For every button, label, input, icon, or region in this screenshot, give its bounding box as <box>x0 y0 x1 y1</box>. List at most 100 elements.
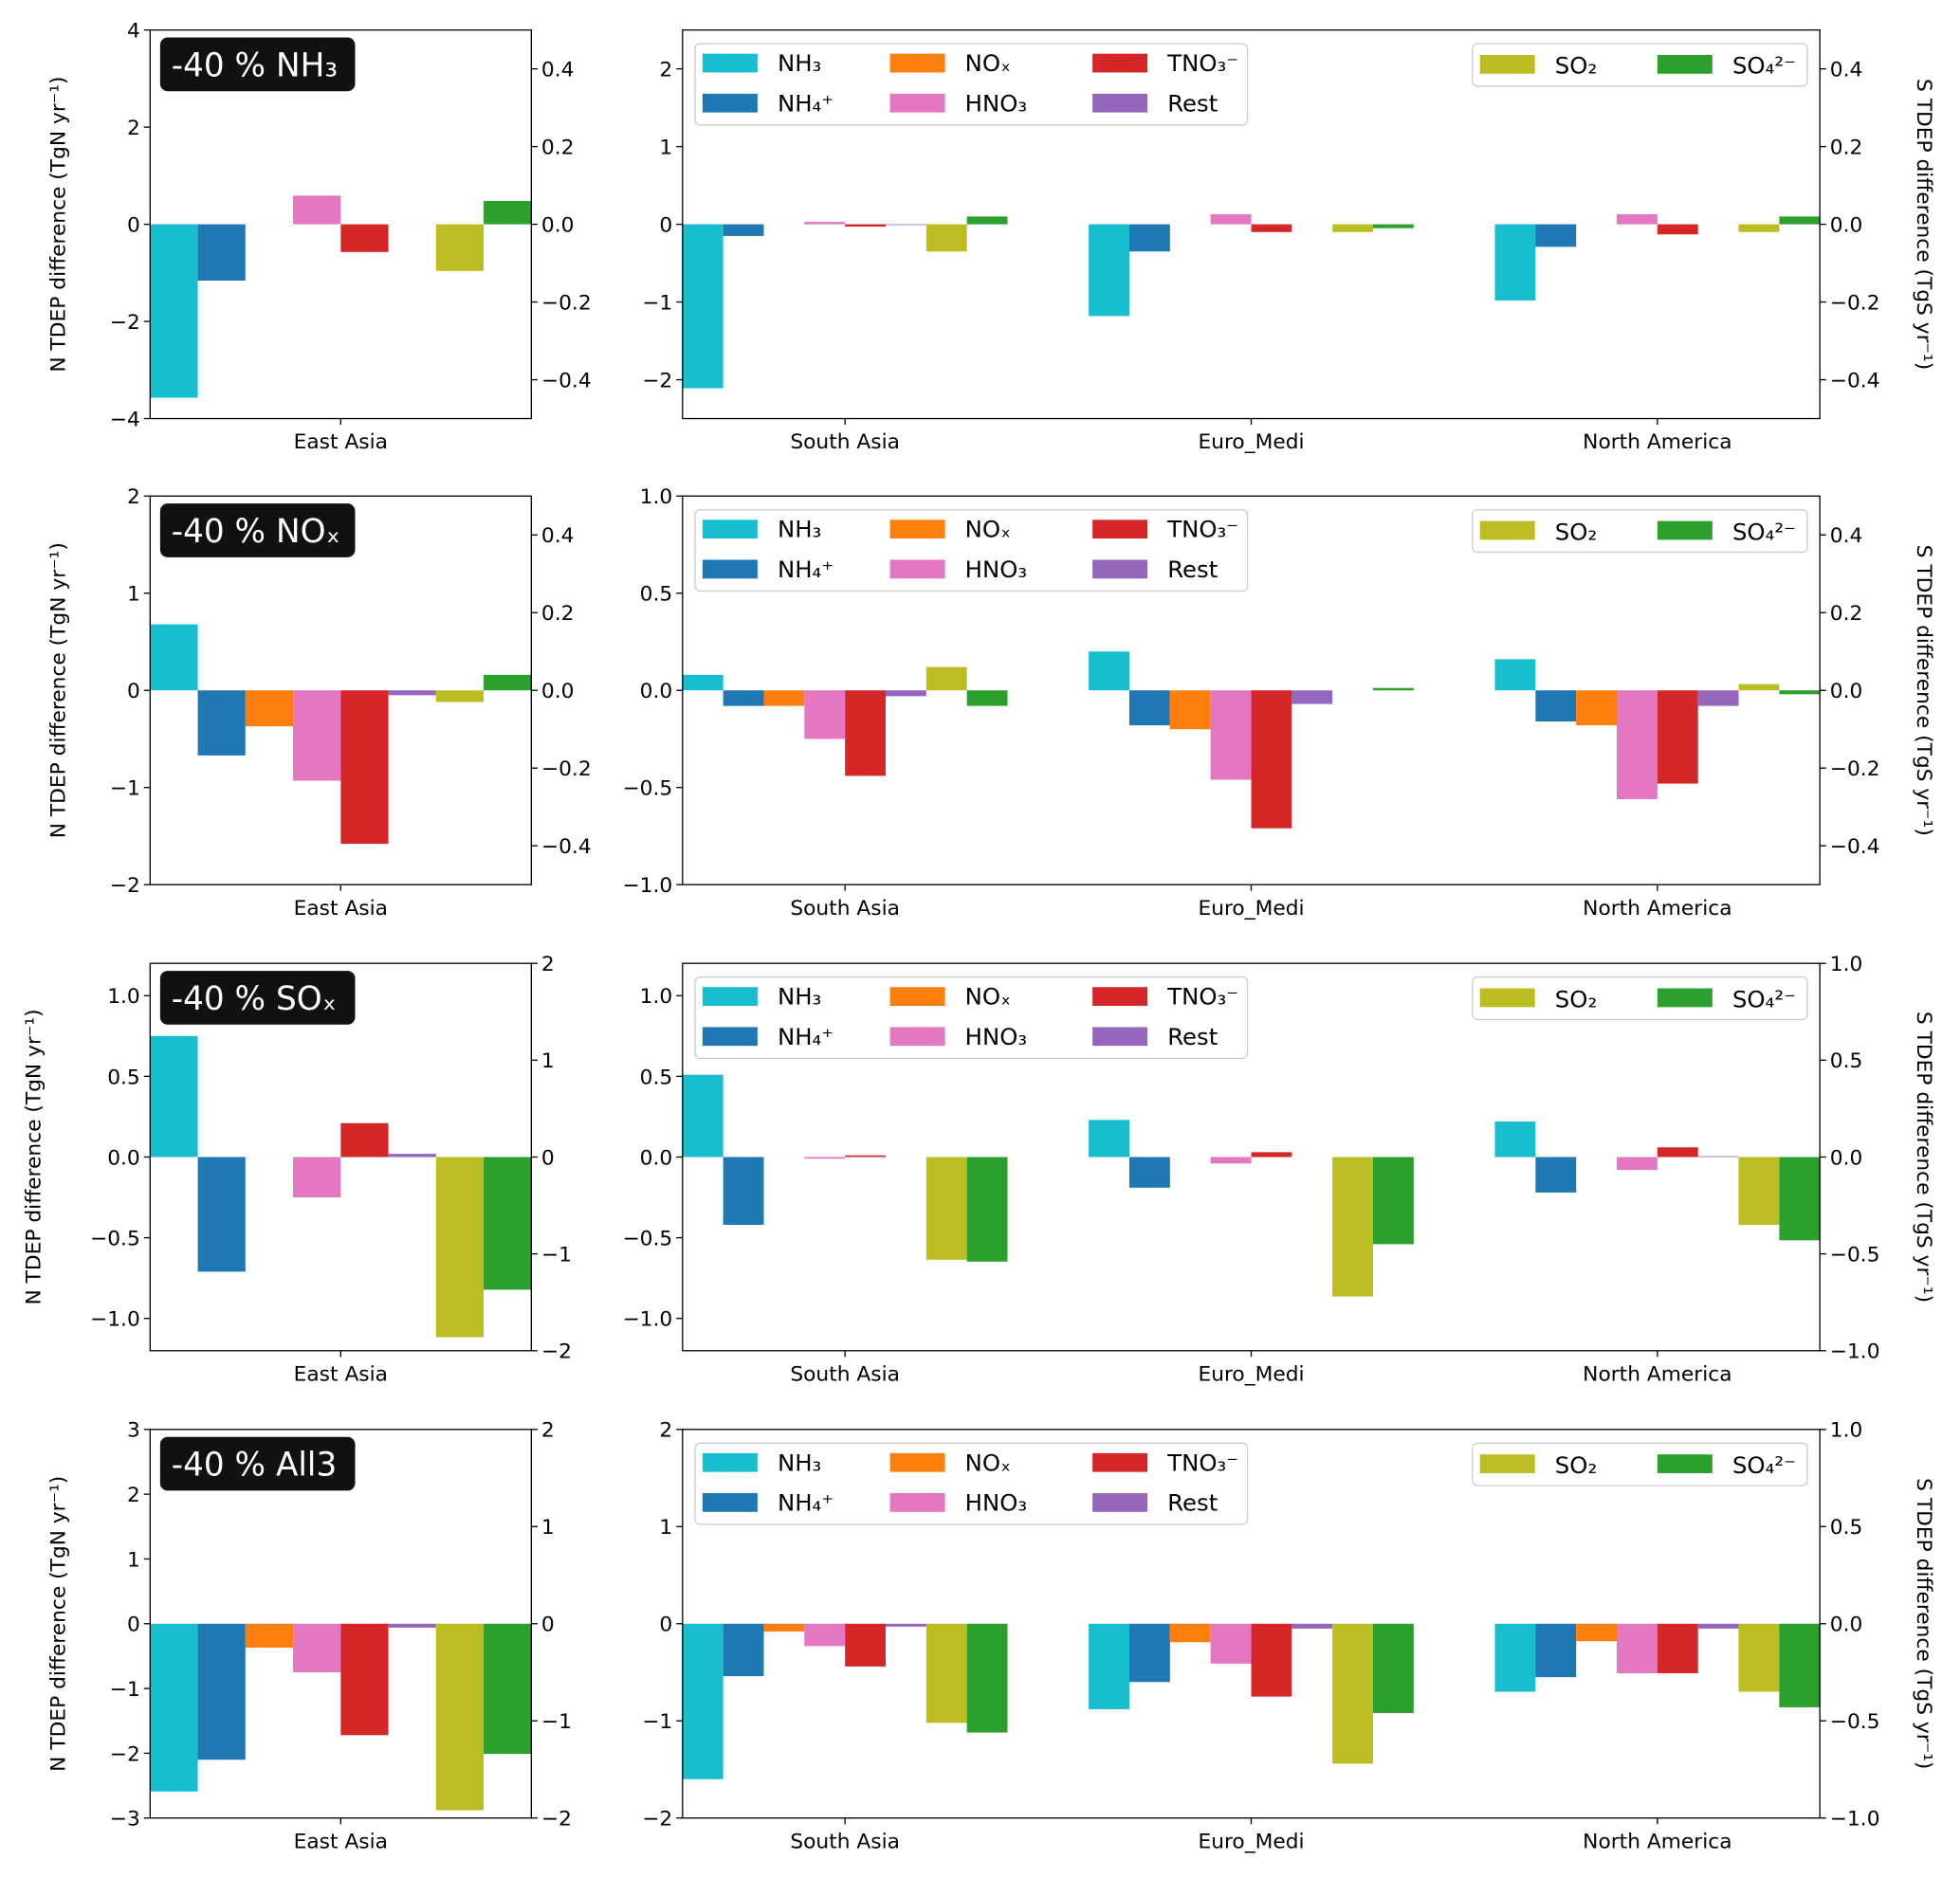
panel-right-row1: South Asia Euro_Medi North America −2 −1 0 1 2 −… <box>642 28 1880 454</box>
bar-east-asia-s3 <box>293 1157 341 1198</box>
y-tick-label-right: −1 <box>541 1244 572 1267</box>
y-tick-label-right: −0.4 <box>1830 835 1880 859</box>
bar-south-asia-s6 <box>925 224 967 252</box>
legend-label: TNO₃⁻ <box>1166 1449 1238 1476</box>
legend-swatch <box>1479 54 1535 74</box>
legend-label: SO₄²⁻ <box>1732 985 1796 1012</box>
bar-east-asia-s4 <box>340 690 389 845</box>
bar-north-america-s5 <box>1697 1156 1739 1158</box>
bar-south-asia-s3 <box>804 1623 846 1647</box>
legend-label: HNO₃ <box>965 89 1028 117</box>
y-tick-label-left: −2 <box>110 874 140 898</box>
y-tick-label-left: 0.5 <box>107 1066 140 1089</box>
legend-label: Rest <box>1167 89 1218 117</box>
bar-south-asia-s4 <box>845 690 886 776</box>
legend-swatch <box>889 987 945 1007</box>
x-tick-label: North America <box>1583 1830 1731 1853</box>
legend-swatch <box>1657 988 1713 1008</box>
bar-north-america-s1 <box>1535 1623 1577 1678</box>
bar-euro-medi-s0 <box>1089 651 1130 691</box>
bar-east-asia-s5 <box>388 690 436 696</box>
bar-south-asia-s3 <box>804 1157 846 1159</box>
bar-euro-medi-s6 <box>1332 1157 1374 1297</box>
x-tick-label: North America <box>1583 897 1731 921</box>
y-axis-label-left: N TDEP difference (TgN yr⁻¹) <box>47 542 71 838</box>
legend-label: Rest <box>1167 1023 1218 1050</box>
y-tick-label-left: 0.0 <box>107 1146 140 1170</box>
y-tick-label-left: −2 <box>642 1808 672 1832</box>
y-tick-label-left: 1 <box>127 583 140 607</box>
scenario-label-box <box>159 1436 356 1491</box>
legend-s: SO₂ SO₄²⁻ <box>1472 43 1808 87</box>
legend-swatch <box>702 1493 758 1512</box>
y-tick-label-right: 0.2 <box>541 602 575 626</box>
y-tick-label-right: 0.0 <box>1830 680 1863 703</box>
bar-north-america-s0 <box>1494 224 1536 301</box>
bar-south-asia-s0 <box>682 1623 724 1779</box>
bar-south-asia-s7 <box>966 690 1008 706</box>
legend-swatch <box>1092 1493 1148 1512</box>
legend-swatch <box>1479 520 1535 540</box>
legend-label: TNO₃⁻ <box>1166 983 1238 1011</box>
legend-label: SO₄²⁻ <box>1732 1451 1796 1479</box>
y-tick-label-right: 0.4 <box>1830 524 1863 548</box>
bar-euro-medi-s5 <box>1291 690 1333 704</box>
bar-south-asia-s2 <box>763 690 805 706</box>
bar-east-asia-s0 <box>150 1623 198 1792</box>
bar-euro-medi-s1 <box>1129 224 1170 252</box>
y-tick-label-left: −0.5 <box>622 777 672 801</box>
legend-box <box>1472 509 1808 554</box>
legend-label: NH₄⁺ <box>778 1023 833 1050</box>
bar-north-america-s7 <box>1779 216 1821 225</box>
y-tick-label-right: 1 <box>541 1516 555 1540</box>
y-tick-label-left: −1.0 <box>90 1308 140 1332</box>
y-tick-label-right: 0.0 <box>541 213 575 237</box>
legend-label: NOₓ <box>965 49 1011 77</box>
y-tick-label-left: −1 <box>110 1678 140 1702</box>
y-tick-label-left: −2 <box>642 369 672 392</box>
bar-euro-medi-s7 <box>1373 224 1414 228</box>
y-axis-label-left: N TDEP difference (TgN yr⁻¹) <box>22 1009 46 1304</box>
legend-swatch <box>1092 559 1148 579</box>
bar-north-america-s4 <box>1657 1147 1698 1158</box>
legend-swatch <box>889 53 945 73</box>
legend-swatch <box>1092 520 1148 539</box>
legend-label: SO₂ <box>1555 52 1597 80</box>
bar-south-asia-s5 <box>885 1623 926 1627</box>
bar-north-america-s7 <box>1779 1623 1821 1707</box>
y-tick-label-right: −1.0 <box>1830 1808 1880 1832</box>
legend-swatch <box>702 1452 758 1472</box>
y-axis-label-right: S TDEP difference (TgS yr⁻¹) <box>1912 1012 1935 1303</box>
bar-east-asia-s5 <box>388 1623 436 1628</box>
bar-south-asia-s3 <box>804 222 846 225</box>
bar-euro-medi-s3 <box>1210 690 1252 780</box>
y-tick-label-left: 0 <box>659 213 672 237</box>
bar-euro-medi-s7 <box>1373 1157 1414 1245</box>
bar-east-asia-s4 <box>340 1623 389 1736</box>
bar-north-america-s1 <box>1535 690 1577 722</box>
bar-north-america-s5 <box>1697 1623 1739 1629</box>
y-tick-label-left: 1.0 <box>107 985 140 1009</box>
legend-swatch <box>1479 988 1535 1008</box>
bar-east-asia-s7 <box>484 200 532 225</box>
y-tick-label-left: −3 <box>110 1808 140 1832</box>
y-tick-label-left: 0.0 <box>640 1146 673 1170</box>
legend-swatch <box>702 53 758 73</box>
y-tick-label-left: −1 <box>110 777 140 801</box>
y-tick-label-right: −0.2 <box>1830 291 1880 315</box>
y-tick-label-right: 0.0 <box>541 680 575 703</box>
bar-north-america-s1 <box>1535 224 1577 247</box>
y-tick-label-left: 0 <box>127 213 140 237</box>
bar-south-asia-s0 <box>682 674 724 691</box>
bar-south-asia-s6 <box>925 1157 967 1260</box>
bar-north-america-s0 <box>1494 1623 1536 1692</box>
bar-east-asia-s6 <box>435 690 485 702</box>
legend-label: SO₂ <box>1555 518 1597 545</box>
y-tick-label-left: 0 <box>659 1614 672 1637</box>
y-tick-label-left: −1.0 <box>622 1308 672 1332</box>
legend-box <box>1472 43 1808 87</box>
y-tick-label-right: 0 <box>541 1614 555 1637</box>
bar-east-asia-s3 <box>293 1623 341 1673</box>
scenario-label: -40 % SOₓ <box>172 980 337 1018</box>
